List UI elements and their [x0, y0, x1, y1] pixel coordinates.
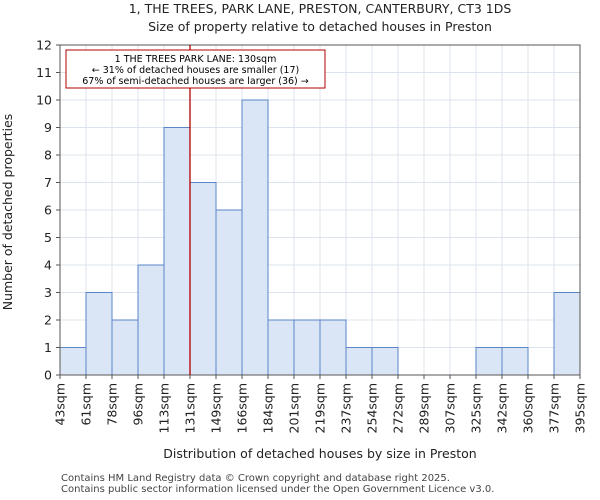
bar-113sqm	[163, 127, 191, 376]
bar-377sqm	[553, 292, 581, 376]
bar-78sqm	[111, 319, 139, 376]
annotation-line1: 1 THE TREES PARK LANE: 130sqm	[115, 54, 277, 65]
bar-96sqm	[137, 264, 165, 376]
bar-61sqm	[85, 292, 113, 376]
y-tick-label-11: 11	[36, 65, 52, 80]
bar-131sqm	[189, 182, 217, 376]
x-tick-label-289sqm: 289sqm	[417, 383, 432, 433]
x-tick-label-395sqm: 395sqm	[573, 383, 588, 433]
x-tick-label-131sqm: 131sqm	[183, 383, 198, 433]
bar-237sqm	[345, 347, 373, 376]
y-tick-label-0: 0	[44, 368, 52, 383]
y-tick-label-6: 6	[44, 203, 52, 218]
x-axis: 43sqm 61sqm 78sqm 96sqm 113sqm 131sqm 149sqm 16…	[53, 375, 588, 433]
y-tick-label-1: 1	[44, 340, 52, 355]
annotation-line2: ← 31% of detached houses are smaller (17…	[92, 65, 299, 76]
x-tick-label-78sqm: 78sqm	[105, 383, 120, 426]
x-tick-label-342sqm: 342sqm	[495, 383, 510, 433]
x-tick-label-201sqm: 201sqm	[287, 383, 302, 433]
x-tick-label-377sqm: 377sqm	[547, 383, 562, 433]
x-tick-label-237sqm: 237sqm	[339, 383, 354, 433]
x-tick-label-113sqm: 113sqm	[157, 383, 172, 433]
y-tick-label-3: 3	[44, 285, 52, 300]
y-axis-label: Number of detached properties	[0, 114, 15, 311]
y-tick-label-2: 2	[44, 313, 52, 328]
x-tick-label-184sqm: 184sqm	[261, 383, 276, 433]
x-tick-label-254sqm: 254sqm	[365, 383, 380, 433]
y-tick-label-12: 12	[36, 38, 52, 53]
y-tick-label-4: 4	[44, 258, 52, 273]
y-tick-label-9: 9	[44, 120, 52, 135]
bar-325sqm	[475, 347, 503, 376]
bar-201sqm	[293, 319, 321, 376]
x-tick-label-360sqm: 360sqm	[521, 383, 536, 433]
x-tick-label-96sqm: 96sqm	[131, 383, 146, 426]
x-tick-label-219sqm: 219sqm	[313, 383, 328, 433]
annotation-rect	[65, 49, 326, 89]
footer-line2: Contains public sector information licen…	[61, 484, 495, 495]
annotation-box: 1 THE TREES PARK LANE: 130sqm ← 31% of d…	[65, 49, 326, 89]
y-tick-label-10: 10	[36, 93, 52, 108]
y-tick-label-8: 8	[44, 148, 52, 163]
annotation-line3: 67% of semi-detached houses are larger (…	[82, 76, 309, 87]
chart-title-line2: Size of property relative to detached ho…	[148, 19, 492, 34]
x-tick-label-166sqm: 166sqm	[235, 383, 250, 433]
bar-43sqm	[59, 347, 87, 376]
y-tick-label-5: 5	[44, 230, 52, 245]
x-tick-label-325sqm: 325sqm	[469, 383, 484, 433]
bars	[59, 99, 581, 376]
bar-149sqm	[215, 209, 243, 376]
x-tick-label-307sqm: 307sqm	[443, 383, 458, 433]
bar-184sqm	[267, 319, 295, 376]
chart-title-line1: 1, THE TREES, PARK LANE, PRESTON, CANTER…	[129, 1, 512, 16]
bar-219sqm	[319, 319, 347, 376]
x-tick-label-43sqm: 43sqm	[53, 383, 68, 426]
bar-342sqm	[501, 347, 529, 376]
y-tick-label-7: 7	[44, 175, 52, 190]
x-tick-label-272sqm: 272sqm	[391, 383, 406, 433]
x-axis-label: Distribution of detached houses by size …	[163, 446, 476, 461]
bar-166sqm	[241, 99, 269, 376]
bar-254sqm	[371, 347, 399, 376]
x-tick-label-61sqm: 61sqm	[79, 383, 94, 426]
x-tick-label-149sqm: 149sqm	[209, 383, 224, 433]
footer-line1: Contains HM Land Registry data © Crown c…	[61, 473, 450, 484]
